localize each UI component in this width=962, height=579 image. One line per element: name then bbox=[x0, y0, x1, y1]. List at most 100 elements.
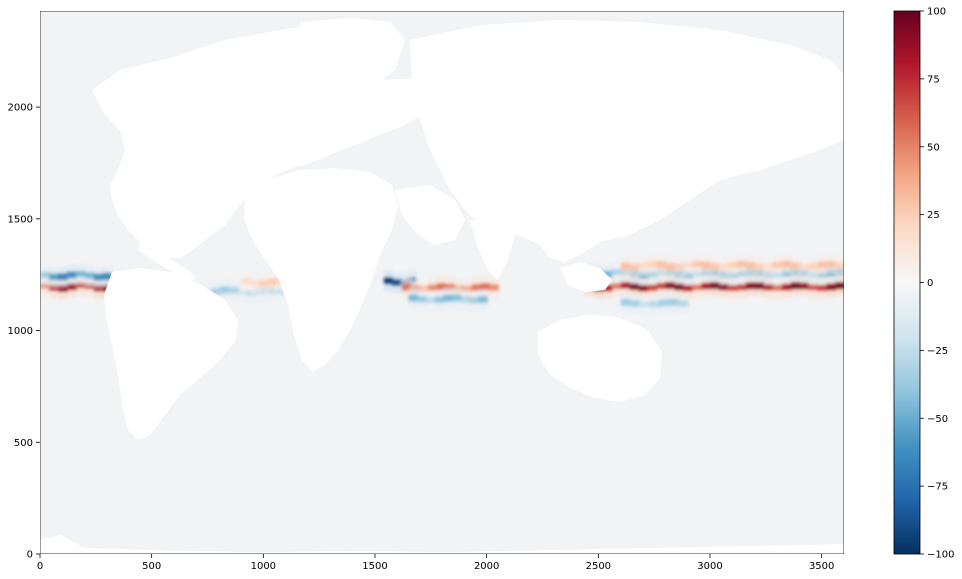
x-tick-label: 500 bbox=[142, 561, 161, 572]
anomaly-cell bbox=[84, 272, 95, 279]
anomaly-cell bbox=[674, 283, 685, 291]
colorbar-tick-label: −100 bbox=[927, 550, 954, 561]
anomaly-cell bbox=[674, 263, 685, 271]
anomaly-cell bbox=[659, 299, 670, 307]
anomaly-cell bbox=[668, 298, 680, 306]
anomaly-cell bbox=[683, 284, 694, 292]
anomaly-cell bbox=[665, 263, 676, 270]
land-asia bbox=[410, 20, 844, 262]
anomaly-cell bbox=[718, 283, 729, 291]
anomaly-cell bbox=[781, 260, 792, 268]
anomaly-cell bbox=[229, 287, 239, 294]
anomaly-cell bbox=[638, 284, 649, 292]
land-arabia bbox=[395, 185, 465, 245]
anomaly-cell bbox=[478, 296, 488, 303]
colorbar-tick-label: 25 bbox=[927, 210, 940, 221]
anomaly-cell bbox=[754, 282, 765, 290]
land-southeast-asia bbox=[560, 262, 612, 292]
anomaly-cell bbox=[611, 269, 622, 275]
anomaly-cell bbox=[211, 288, 222, 295]
anomaly-cell bbox=[75, 282, 86, 289]
anomaly-cell bbox=[469, 297, 479, 304]
x-axis: 0 500 1000 1500 2000 2500 3000 3500 bbox=[37, 554, 834, 572]
anomaly-cell bbox=[763, 283, 774, 291]
anomaly-cell bbox=[241, 278, 251, 285]
anomaly-cell bbox=[647, 260, 658, 268]
colorbar-tick-label: 50 bbox=[927, 142, 940, 153]
y-tick-label: 1000 bbox=[8, 326, 33, 337]
anomaly-cell bbox=[826, 260, 836, 268]
anomaly-cell bbox=[57, 273, 68, 281]
anomaly-cell bbox=[817, 261, 828, 269]
anomaly-cell bbox=[391, 279, 401, 286]
anomaly-cell bbox=[417, 296, 427, 303]
colorbar-tick-label: −75 bbox=[927, 482, 948, 493]
anomaly-cell bbox=[436, 283, 447, 291]
anomaly-cell bbox=[48, 273, 59, 281]
x-tick-label: 1000 bbox=[251, 561, 276, 572]
x-tick-label: 0 bbox=[37, 561, 43, 572]
anomaly-cell bbox=[835, 262, 844, 269]
anomaly-cell bbox=[40, 272, 50, 278]
anomaly-cell bbox=[220, 286, 231, 294]
anomaly-cell bbox=[835, 282, 844, 290]
anomaly-cell bbox=[692, 284, 702, 291]
anomaly-cell bbox=[629, 263, 640, 271]
anomaly-cell bbox=[638, 262, 649, 269]
anomaly-cell bbox=[620, 282, 631, 289]
anomaly-equatorial-pacific-west-positive bbox=[584, 275, 844, 299]
anomaly-cell bbox=[799, 263, 810, 270]
anomaly-cell bbox=[772, 261, 783, 269]
anomaly-cell bbox=[647, 284, 658, 291]
anomaly-cell bbox=[808, 284, 819, 291]
anomaly-cell bbox=[710, 282, 720, 289]
colorbar-tick-label: −25 bbox=[927, 346, 948, 357]
anomaly-cell bbox=[790, 262, 801, 269]
anomaly-cell bbox=[445, 283, 456, 291]
colorbar-tick-label: 100 bbox=[927, 7, 946, 18]
x-tick-label: 3500 bbox=[809, 561, 834, 572]
colorbar-tick-label: 0 bbox=[927, 278, 933, 289]
anomaly-cell bbox=[656, 261, 667, 269]
y-tick-label: 500 bbox=[14, 438, 33, 449]
anomaly-cell bbox=[258, 280, 269, 287]
anomaly-cell bbox=[272, 287, 283, 294]
anomaly-cell bbox=[620, 298, 632, 306]
anomaly-cell bbox=[249, 280, 260, 287]
colorbar-tick-label: 75 bbox=[927, 74, 940, 85]
y-tick-label: 2000 bbox=[8, 103, 33, 114]
anomaly-cell bbox=[462, 285, 473, 292]
anomaly-cell bbox=[736, 260, 747, 268]
colorbar: 100 75 50 25 0 −25 −50 −75 −100 bbox=[893, 7, 954, 561]
land-greenland bbox=[298, 18, 390, 110]
colorbar-tick-label: −50 bbox=[927, 414, 948, 425]
anomaly-cell bbox=[408, 294, 419, 302]
land-south-america bbox=[104, 268, 238, 440]
anomaly-cell bbox=[460, 296, 471, 303]
anomaly-cell bbox=[701, 282, 711, 290]
anomaly-cell bbox=[763, 263, 774, 270]
y-tick-label: 0 bbox=[27, 550, 33, 561]
anomaly-cell bbox=[102, 272, 113, 280]
anomaly-cell bbox=[808, 263, 819, 270]
anomaly-cell bbox=[75, 270, 86, 277]
anomaly-cell bbox=[267, 278, 278, 286]
anomaly-equatorial-pacific-north-positive bbox=[620, 253, 844, 278]
anomaly-cell bbox=[57, 284, 68, 292]
y-axis: 0 500 1000 1500 2000 bbox=[8, 103, 40, 561]
anomaly-cell bbox=[630, 300, 641, 307]
anomaly-cell bbox=[419, 286, 429, 292]
anomaly-equatorial-pacific-south-negative bbox=[620, 291, 689, 316]
x-tick-label: 1500 bbox=[362, 561, 387, 572]
anomaly-cell bbox=[428, 284, 438, 291]
anomaly-cell bbox=[383, 277, 393, 285]
anomaly-cell bbox=[602, 284, 613, 292]
anomaly-cell bbox=[701, 261, 711, 269]
land-australia bbox=[538, 314, 662, 402]
anomaly-cell bbox=[489, 284, 499, 291]
anomaly-cell bbox=[745, 282, 756, 290]
anomaly-cell bbox=[826, 283, 836, 291]
anomaly-cell bbox=[629, 282, 640, 290]
